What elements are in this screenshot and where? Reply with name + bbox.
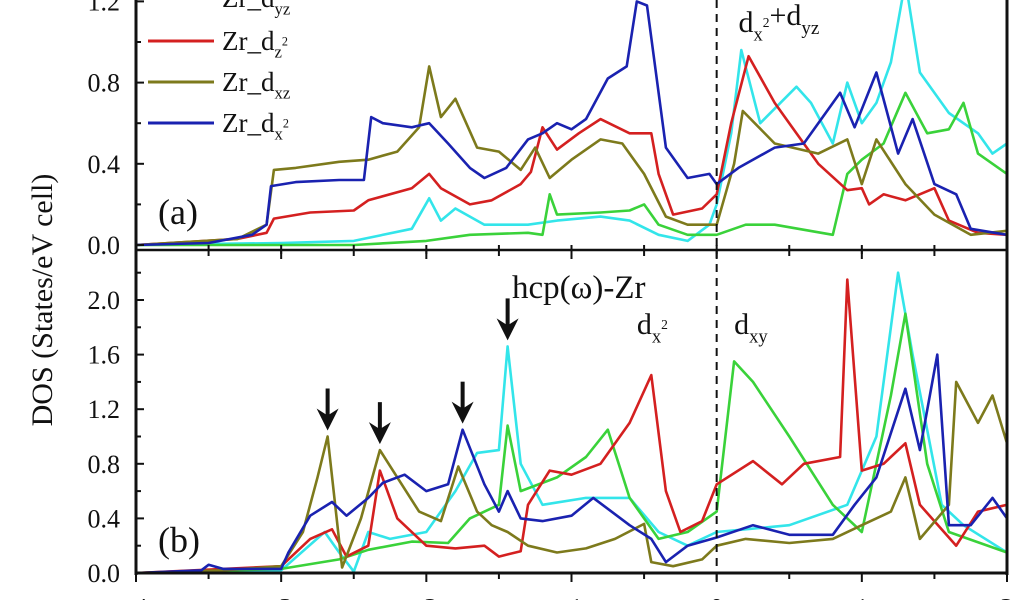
- arrow-head: [496, 318, 519, 341]
- x-tick-label: -4: [124, 594, 147, 600]
- x-tick-label: -2: [415, 594, 438, 600]
- x-tick-label: 1: [855, 594, 869, 600]
- panel-label: (b): [158, 520, 200, 560]
- y-axis-label: DOS (States/eV cell): [26, 174, 59, 427]
- series-line-d-xy: [136, 312, 1007, 575]
- series-line-d-x2: [136, 0, 1007, 247]
- legend-label: Zr_dx2: [222, 108, 289, 144]
- legend-item: Zr_dyz: [222, 0, 290, 19]
- x-tick-label: -1: [560, 594, 583, 600]
- legend-label-part: 2: [283, 116, 289, 130]
- series-line-d-xy: [136, 91, 1007, 247]
- y-tick-label: 1.6: [88, 341, 121, 370]
- panel-a-series: [136, 0, 1007, 247]
- y-tick-label: 0.0: [88, 559, 121, 588]
- series-line-d-xz: [136, 65, 1007, 247]
- series-line-d-z2: [136, 278, 1007, 575]
- orbital-annotation-part: +d: [769, 0, 801, 32]
- arrow-head: [368, 422, 391, 445]
- orbital-annotation-part: yz: [801, 18, 819, 39]
- legend-item: Zr_dz2: [148, 26, 288, 62]
- legend-label: Zr_dxz: [222, 67, 290, 103]
- legend-label: Zr_dyz: [222, 0, 290, 19]
- orbital-annotation: dxy: [734, 308, 768, 347]
- orbital-annotation-part: x: [753, 24, 763, 45]
- orbital-annotation-part: 2: [661, 317, 668, 332]
- orbital-annotation-part: d: [738, 6, 753, 39]
- y-tick-label: 0.4: [88, 150, 121, 179]
- chart-title: hcp(ω)-Zr: [512, 270, 645, 306]
- arrow-head: [451, 401, 474, 424]
- legend-label-part: Zr_d: [222, 0, 275, 13]
- y-tick-label: 0.8: [88, 69, 121, 98]
- x-tick-label: -3: [270, 594, 293, 600]
- series-line-d-xz: [136, 380, 1007, 575]
- legend-label-part: Zr_d: [222, 67, 275, 97]
- series-line-d-x2: [136, 353, 1007, 575]
- y-tick-label: 0.4: [88, 504, 121, 533]
- orbital-annotation-part: x: [652, 327, 662, 348]
- orbital-annotation-part: 2: [763, 15, 770, 30]
- series-line-d-z2: [136, 54, 1007, 247]
- legend-label-part: x: [274, 125, 283, 144]
- series-line-d-yz: [136, 271, 1007, 575]
- x-tick-label: 2: [1000, 594, 1014, 600]
- legend-label: Zr_dz2: [222, 26, 288, 62]
- peak-arrow-icon: [496, 298, 519, 341]
- arrow-head: [316, 408, 339, 431]
- orbital-annotation: dx2: [637, 308, 668, 347]
- legend-label-part: yz: [274, 0, 290, 19]
- legend-label-part: Zr_d: [222, 108, 275, 138]
- y-tick-label: 1.2: [88, 0, 121, 16]
- orbital-annotation: dz2: [644, 0, 674, 5]
- y-tick-label: 2.0: [88, 286, 121, 315]
- peak-arrow-icon: [368, 402, 391, 445]
- orbital-annotation-part: xy: [749, 327, 768, 348]
- panel-label: (a): [158, 192, 198, 232]
- peak-arrow-icon: [451, 381, 474, 424]
- y-tick-label: 0.0: [88, 231, 121, 260]
- legend-item: Zr_dx2: [148, 108, 289, 144]
- series-line-d-yz: [136, 0, 1007, 247]
- orbital-annotation-part: z: [659, 0, 667, 5]
- y-tick-label: 1.2: [88, 395, 121, 424]
- legend-label-part: z: [274, 43, 281, 62]
- peak-arrow-icon: [316, 388, 339, 431]
- y-tick-label: 0.8: [88, 450, 121, 479]
- panel-b-series: [136, 271, 1007, 575]
- orbital-annotation-part: d: [637, 308, 652, 341]
- orbital-annotation: dx2+dyz: [738, 0, 819, 45]
- legend-item: Zr_dxz: [148, 67, 290, 103]
- legend-label-part: Zr_d: [222, 26, 275, 56]
- legend-label-part: 2: [282, 34, 288, 48]
- orbital-annotation-part: d: [734, 308, 749, 341]
- x-tick-label: 0: [710, 594, 724, 600]
- legend-label-part: xz: [274, 84, 290, 103]
